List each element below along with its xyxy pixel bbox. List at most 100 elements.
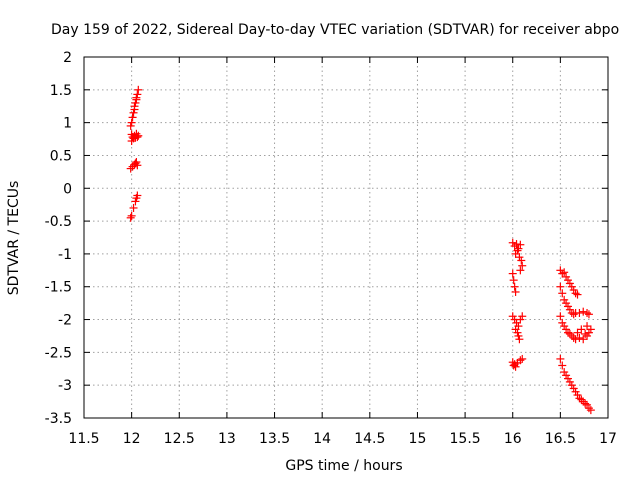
y-axis-label: SDTVAR / TECUs [6, 181, 22, 296]
data-point [518, 354, 527, 363]
data-point [584, 328, 593, 337]
data-point [514, 331, 523, 340]
data-point [512, 240, 521, 249]
data-point [560, 368, 569, 377]
data-point [583, 331, 592, 340]
y-tick-label: -3 [58, 378, 72, 394]
data-point [127, 137, 136, 146]
data-point [510, 282, 519, 291]
data-point [511, 325, 520, 334]
data-point [565, 329, 574, 338]
data-point [128, 113, 137, 122]
data-point [575, 333, 584, 342]
data-point [558, 361, 567, 370]
data-point [579, 307, 588, 316]
data-point [563, 276, 572, 285]
data-point [133, 161, 142, 170]
data-point [127, 118, 136, 127]
x-tick-label: 14.5 [354, 431, 385, 447]
data-point [573, 328, 582, 337]
data-point [563, 328, 572, 337]
y-tick-label: 1.5 [50, 83, 72, 99]
chart-title: Day 159 of 2022, Sidereal Day-to-day VTE… [51, 22, 619, 38]
data-point [518, 312, 527, 321]
data-point [573, 290, 582, 299]
y-tick-label: 1 [63, 116, 72, 132]
y-tick-label: 0.5 [50, 148, 72, 164]
data-point [584, 310, 593, 319]
data-point [579, 397, 588, 406]
data-point [556, 354, 565, 363]
data-point [130, 105, 139, 114]
data-point [514, 244, 523, 253]
data-point [567, 381, 576, 390]
data-point [509, 276, 518, 285]
x-tick-labels: 11.5 12 12.5 13 13.5 14 14.5 15 15.5 16 16.5 17 [68, 431, 617, 447]
data-point [129, 203, 138, 212]
data-point [560, 322, 569, 331]
x-tick-label: 16.5 [545, 431, 576, 447]
data-point [583, 308, 592, 317]
data-point [516, 356, 525, 365]
data-point [577, 395, 586, 404]
y-tick-label: 2 [63, 50, 72, 66]
data-point [131, 159, 140, 168]
y-tick-label: -2.5 [45, 345, 72, 361]
data-point [508, 312, 517, 321]
data-point [126, 213, 135, 222]
data-point [133, 191, 142, 200]
data-point [583, 322, 592, 331]
data-point [586, 325, 595, 334]
data-point [577, 325, 586, 334]
data-point [131, 197, 140, 206]
data-point [581, 329, 590, 338]
y-tick-label: -1 [58, 247, 72, 263]
data-point [556, 312, 565, 321]
data-point [131, 98, 140, 107]
data-point [569, 310, 578, 319]
data-point [512, 318, 521, 327]
data-point [565, 279, 574, 288]
x-tick-label: 14 [313, 431, 331, 447]
x-tick-label: 16 [504, 431, 522, 447]
data-point [516, 240, 525, 249]
data-point [508, 358, 517, 367]
data-point [556, 282, 565, 291]
x-tick-label: 13.5 [259, 431, 290, 447]
data-point [517, 256, 526, 265]
data-point [134, 85, 143, 94]
data-point [565, 305, 574, 314]
data-point [567, 282, 576, 291]
plot-frame [83, 56, 609, 419]
x-tick-label: 12.5 [164, 431, 195, 447]
data-point [515, 253, 524, 262]
x-tick-label: 17 [599, 431, 617, 447]
data-point [508, 269, 517, 278]
data-point [562, 325, 571, 334]
data-point [127, 211, 136, 220]
data-point [516, 315, 525, 324]
y-tick-label: -2 [58, 313, 72, 329]
data-point [511, 249, 520, 258]
data-point [516, 266, 525, 275]
data-point [556, 266, 565, 275]
data-point [567, 331, 576, 340]
data-point [132, 129, 141, 138]
data-point [579, 335, 588, 344]
data-point [508, 238, 517, 247]
x-tick-label: 13 [218, 431, 236, 447]
x-axis-label: GPS time / hours [285, 458, 402, 474]
data-point [132, 95, 141, 104]
x-tick-label: 15.5 [450, 431, 481, 447]
y-tick-label: -3.5 [45, 411, 72, 427]
data-point [558, 269, 567, 278]
data-point [563, 374, 572, 383]
data-point [134, 131, 143, 140]
data-point [560, 295, 569, 304]
y-tick-labels: 2 1.5 1 0.5 0 -0.5 -1 -1.5 -2 -2.5 -3 -3.5 [45, 50, 72, 427]
data-point [513, 246, 522, 255]
data-point [558, 318, 567, 327]
data-point [575, 308, 584, 317]
data-point [518, 261, 527, 270]
